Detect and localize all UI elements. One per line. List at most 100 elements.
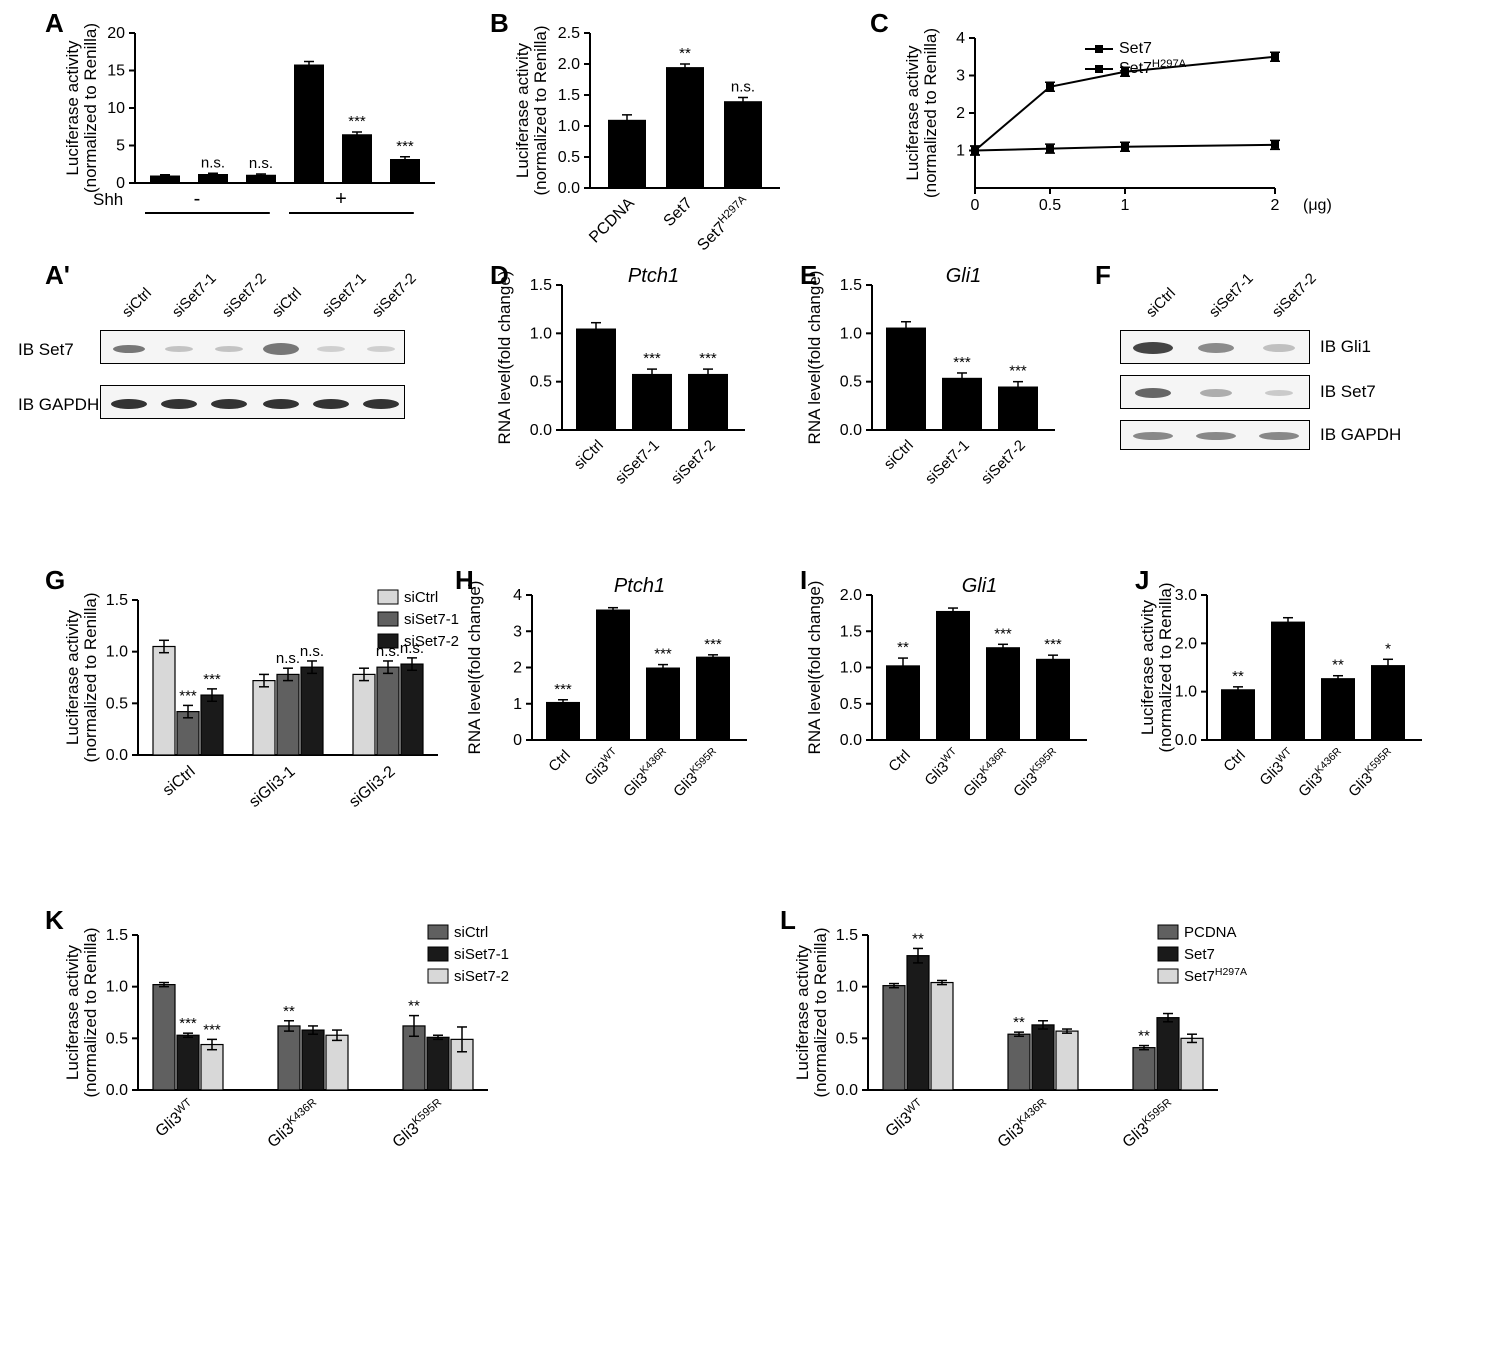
svg-text:2.0: 2.0: [840, 587, 862, 604]
svg-text:1.5: 1.5: [840, 277, 862, 294]
svg-text:Gli3K595R: Gli3K595R: [1118, 1097, 1178, 1152]
chart-e: 0.00.51.01.5RNA level(fold change)Gli1si…: [800, 270, 1090, 530]
svg-text:siCtrl: siCtrl: [404, 589, 438, 606]
svg-text:Luciferase activity: Luciferase activity: [63, 944, 82, 1080]
svg-text:0.0: 0.0: [840, 732, 862, 749]
svg-text:Ptch1: Ptch1: [628, 265, 679, 287]
blot-lane-labels-ap: siCtrlsiSet7-1siSet7-2siCtrlsiSet7-1siSe…: [100, 258, 405, 328]
svg-text:n.s.: n.s.: [249, 155, 273, 172]
svg-text:PCDNA: PCDNA: [586, 195, 638, 247]
svg-text:Set7: Set7: [661, 195, 696, 230]
svg-text:***: ***: [994, 625, 1012, 642]
svg-text:RNA level(fold change): RNA level(fold change): [495, 271, 514, 445]
svg-text:**: **: [897, 639, 909, 656]
svg-text:siCtrl: siCtrl: [160, 763, 199, 799]
svg-text:(normalized to Renilla): (normalized to Renilla): [1156, 582, 1175, 752]
svg-text:Ctrl: Ctrl: [885, 747, 914, 776]
blot-label-gapdh: IB GAPDH: [18, 395, 99, 415]
svg-text:Luciferase activity: Luciferase activity: [1138, 599, 1157, 735]
blot-band-gapdh-f: [1120, 420, 1310, 450]
svg-text:RNA level(fold change): RNA level(fold change): [805, 581, 824, 755]
svg-text:Gli1: Gli1: [962, 575, 998, 597]
svg-text:siCtrl: siCtrl: [454, 924, 488, 941]
blot-label-f-set7: IB Set7: [1320, 382, 1376, 402]
chart-l: 0.00.51.01.5Luciferase activity(normaliz…: [790, 915, 1450, 1215]
svg-text:siSet7-2: siSet7-2: [1269, 270, 1320, 321]
svg-text:***: ***: [554, 681, 572, 698]
svg-text:0.0: 0.0: [1175, 732, 1197, 749]
svg-text:siCtrl: siCtrl: [269, 285, 305, 321]
svg-text:siSet7-2: siSet7-2: [404, 633, 459, 650]
svg-text:15: 15: [107, 63, 125, 80]
svg-text:Luciferase activity: Luciferase activity: [513, 42, 532, 178]
chart-i: 0.00.51.01.52.0RNA level(fold change)Gli…: [800, 580, 1130, 870]
svg-text:***: ***: [203, 671, 221, 688]
svg-text:siSet7-2: siSet7-2: [978, 437, 1029, 488]
blot-lane-labels-f: siCtrlsiSet7-1siSet7-2: [1120, 258, 1310, 328]
svg-text:***: ***: [1009, 363, 1027, 380]
svg-text:siGli3-2: siGli3-2: [346, 763, 399, 811]
svg-text:siSet7-2: siSet7-2: [454, 968, 509, 985]
chart-g: 0.00.51.01.5Luciferase activity(normaliz…: [60, 580, 460, 870]
svg-text:siSet7-1: siSet7-1: [1206, 270, 1257, 321]
svg-text:0.0: 0.0: [558, 180, 580, 197]
svg-text:10: 10: [107, 100, 125, 117]
svg-text:siSet7-1: siSet7-1: [454, 946, 509, 963]
svg-text:Luciferase activity: Luciferase activity: [903, 45, 922, 181]
svg-text:0: 0: [971, 197, 980, 214]
svg-text:Ctrl: Ctrl: [545, 747, 574, 776]
svg-text:0.5: 0.5: [836, 1030, 858, 1047]
svg-text:siSet7-1: siSet7-1: [922, 437, 973, 488]
blot-label-f-gapdh: IB GAPDH: [1320, 425, 1401, 445]
svg-text:**: **: [1232, 668, 1244, 685]
svg-text:2.5: 2.5: [558, 25, 580, 42]
svg-text:Gli3WT: Gli3WT: [580, 745, 624, 789]
svg-text:Set7: Set7: [1184, 946, 1215, 963]
svg-text:1.0: 1.0: [530, 325, 552, 342]
svg-text:*: *: [1385, 640, 1391, 657]
svg-text:0.5: 0.5: [1039, 197, 1061, 214]
svg-text:Set7: Set7: [1119, 40, 1152, 57]
svg-text:***: ***: [654, 646, 672, 663]
svg-text:1.0: 1.0: [1175, 684, 1197, 701]
svg-text:**: **: [283, 1003, 295, 1020]
svg-text:1.5: 1.5: [558, 87, 580, 104]
svg-text:***: ***: [643, 350, 661, 367]
svg-text:1.0: 1.0: [106, 644, 128, 661]
svg-text:siGli3-1: siGli3-1: [246, 763, 299, 811]
svg-text:***: ***: [1044, 636, 1062, 653]
svg-text:4: 4: [956, 30, 965, 47]
svg-text:siCtrl: siCtrl: [1143, 285, 1179, 321]
svg-text:siSet7-1: siSet7-1: [169, 270, 220, 321]
svg-text:20: 20: [107, 25, 125, 42]
panel-label-f: F: [1095, 260, 1111, 291]
svg-text:4: 4: [513, 587, 522, 604]
svg-text:***: ***: [348, 113, 366, 130]
svg-text:0.5: 0.5: [840, 374, 862, 391]
svg-text:0.0: 0.0: [530, 422, 552, 439]
svg-text:Gli3K436R: Gli3K436R: [959, 745, 1014, 800]
svg-text:siSet7-2: siSet7-2: [219, 270, 270, 321]
svg-text:Gli3WT: Gli3WT: [151, 1096, 198, 1140]
svg-text:1.0: 1.0: [106, 979, 128, 996]
svg-text:0.0: 0.0: [836, 1082, 858, 1099]
svg-text:siSet7-1: siSet7-1: [612, 437, 663, 488]
svg-text:0.5: 0.5: [558, 149, 580, 166]
svg-text:5: 5: [116, 138, 125, 155]
svg-text:Gli3WT: Gli3WT: [1255, 745, 1299, 789]
chart-c: 1234Luciferase activity(normalized to Re…: [900, 18, 1340, 248]
svg-text:***: ***: [396, 138, 414, 155]
chart-b: 0.00.51.01.52.02.5Luciferase activity(no…: [510, 18, 850, 258]
svg-text:Gli1: Gli1: [946, 265, 982, 287]
svg-text:RNA level(fold change): RNA level(fold change): [805, 271, 824, 445]
svg-text:**: **: [1332, 657, 1344, 674]
svg-text:2: 2: [956, 105, 965, 122]
svg-text:Gli3WT: Gli3WT: [920, 745, 964, 789]
svg-text:***: ***: [203, 1021, 221, 1038]
chart-a: 05101520Luciferase activity(normalized t…: [60, 18, 470, 253]
svg-text:n.s.: n.s.: [276, 650, 300, 667]
svg-text:(normalized to Renilla): (normalized to Renilla): [921, 28, 940, 198]
svg-text:Gli3K436R: Gli3K436R: [619, 745, 674, 800]
svg-text:***: ***: [699, 350, 717, 367]
svg-text:0.5: 0.5: [106, 1030, 128, 1047]
